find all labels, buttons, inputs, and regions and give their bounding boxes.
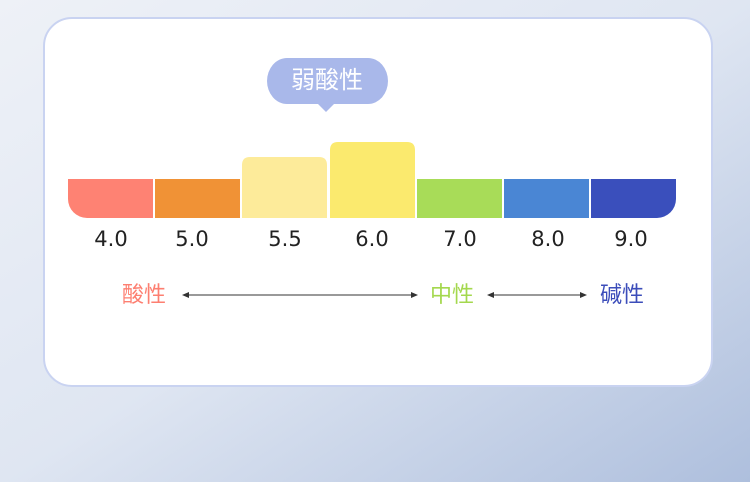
segment xyxy=(68,179,153,218)
scale-label: 7.0 xyxy=(443,227,476,251)
ph-bar xyxy=(68,179,676,218)
arrow xyxy=(182,292,418,298)
scale-label: 4.0 xyxy=(94,227,127,251)
alkaline-label: 碱性 xyxy=(600,283,644,308)
segment xyxy=(591,179,676,218)
segment-raised xyxy=(330,142,415,218)
badge-text: 弱酸性 xyxy=(291,66,363,94)
neutral-label: 中性 xyxy=(430,283,474,308)
scale-label: 9.0 xyxy=(614,227,647,251)
scale-labels: 4.0 5.0 5.5 6.0 7.0 8.0 9.0 xyxy=(94,227,647,251)
segment xyxy=(417,179,502,218)
scale-label: 8.0 xyxy=(531,227,564,251)
segment-raised xyxy=(242,157,327,218)
scale-label: 5.0 xyxy=(175,227,208,251)
badge xyxy=(267,58,388,112)
arrow xyxy=(487,292,587,298)
scale-label: 6.0 xyxy=(355,227,388,251)
acidic-label: 酸性 xyxy=(122,283,166,308)
segment xyxy=(155,179,240,218)
segment xyxy=(504,179,589,218)
scale-label: 5.5 xyxy=(268,227,301,251)
